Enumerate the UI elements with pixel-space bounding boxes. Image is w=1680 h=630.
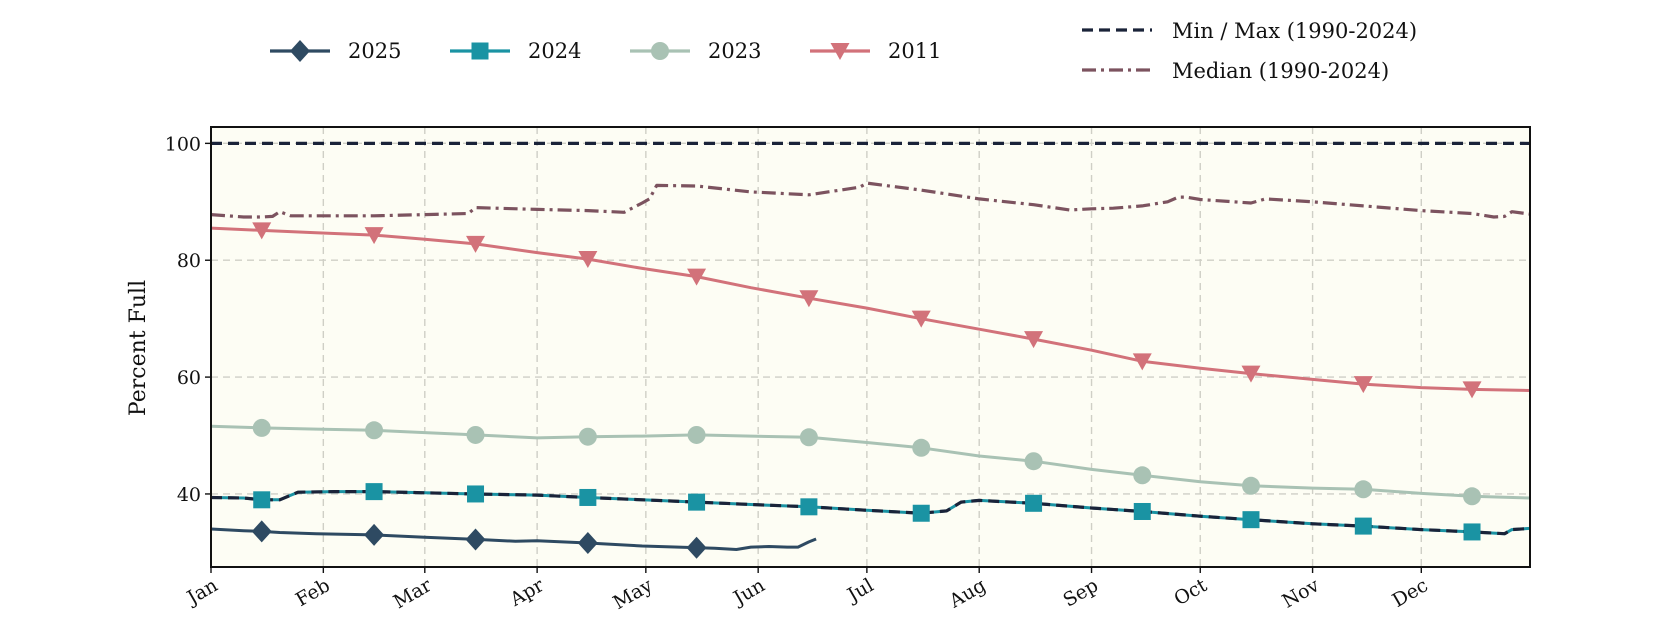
- x-tick-label: Jul: [842, 574, 877, 607]
- data-point-2024: [579, 488, 597, 506]
- legend-item-median: Median (1990-2024): [1082, 59, 1389, 83]
- legend-marker-2011: [830, 43, 850, 60]
- data-point-2011: [252, 222, 272, 240]
- data-point-2011: [911, 310, 931, 328]
- data-point-2023: [1354, 480, 1373, 499]
- y-tick-label: 100: [165, 133, 201, 155]
- y-tick-label: 60: [177, 367, 201, 389]
- y-tick-label: 40: [177, 484, 201, 506]
- legend-label-2025: 2025: [348, 39, 401, 63]
- x-tick-label: Nov: [1278, 574, 1323, 613]
- data-point-2023: [1133, 466, 1152, 485]
- legend-marker-2025: [290, 40, 310, 62]
- data-point-2023: [1241, 476, 1260, 495]
- x-tick-label: Apr: [505, 574, 548, 611]
- x-tick-label: Jan: [182, 574, 222, 610]
- legend-label-min-max: Min / Max (1990-2024): [1172, 19, 1417, 43]
- marker-layer: [251, 222, 1482, 559]
- data-point-2023: [252, 418, 271, 437]
- legend-label-2011: 2011: [888, 39, 941, 63]
- data-point-2023: [578, 427, 597, 446]
- data-point-2011: [1353, 376, 1373, 394]
- data-point-2024: [365, 483, 383, 501]
- gridlines: [210, 127, 1530, 567]
- series-line-median-1990-2024: [210, 181, 1531, 219]
- x-tick-label: Feb: [292, 574, 334, 611]
- data-point-2024: [1242, 511, 1260, 529]
- y-axis: 40 60 80 100: [165, 133, 211, 506]
- data-point-2011: [1024, 331, 1044, 349]
- data-point-2011: [1462, 381, 1482, 399]
- data-point-2011: [687, 268, 707, 286]
- legend-marker-2024: [471, 42, 489, 60]
- data-point-2025: [686, 536, 707, 559]
- data-point-2011: [364, 227, 384, 245]
- x-tick-label: Dec: [1389, 574, 1432, 612]
- data-point-2024: [1133, 502, 1151, 520]
- data-point-2025: [465, 528, 486, 551]
- x-tick-label: May: [609, 574, 656, 614]
- legend-label-median: Median (1990-2024): [1172, 59, 1389, 83]
- data-point-2023: [912, 438, 931, 457]
- data-point-2011: [799, 290, 819, 308]
- x-tick-label: Sep: [1059, 574, 1102, 611]
- data-point-2011: [1241, 365, 1261, 383]
- y-axis-label: Percent Full: [126, 280, 151, 416]
- series-line-2023: [210, 424, 1531, 500]
- x-axis: Jan Feb Mar Apr May Jun Jul Aug Sep Oct Nov Dec: [182, 567, 1432, 614]
- data-point-2023: [365, 421, 384, 440]
- data-point-2024: [467, 485, 485, 503]
- x-tick-label: Jun: [728, 574, 769, 610]
- data-point-2025: [577, 532, 598, 555]
- legend-item-2023: 2023: [630, 39, 761, 63]
- data-point-2011: [1132, 353, 1152, 371]
- data-point-2024: [1354, 517, 1372, 535]
- legend-label-2024: 2024: [528, 39, 581, 63]
- series-line-2011: [210, 226, 1531, 392]
- x-tick-label: Aug: [945, 574, 990, 613]
- y-tick-label: 80: [177, 250, 201, 272]
- data-point-2025: [364, 523, 385, 546]
- data-point-2025: [251, 520, 272, 543]
- data-point-2023: [799, 428, 818, 447]
- data-point-2024: [800, 498, 818, 516]
- data-point-2023: [687, 425, 706, 444]
- legend-item-2024: 2024: [450, 39, 581, 63]
- data-point-2024: [253, 491, 271, 509]
- plot-area: [211, 127, 1530, 567]
- data-point-2023: [1024, 452, 1043, 471]
- legend-item-2025: 2025: [270, 39, 401, 63]
- data-point-2024: [1025, 494, 1043, 512]
- data-point-2024: [912, 504, 930, 522]
- data-point-2023: [466, 425, 485, 444]
- legend-item-min-max: Min / Max (1990-2024): [1082, 19, 1417, 43]
- x-tick-label: Oct: [1170, 574, 1211, 610]
- data-point-2024: [688, 493, 706, 511]
- legend-label-2023: 2023: [708, 39, 761, 63]
- legend-marker-2023: [651, 42, 669, 60]
- data-point-2011: [578, 251, 598, 269]
- legend: 2025 2024 2023 2011 Min / Max (1990-2024…: [270, 19, 1417, 83]
- data-point-2024: [1463, 523, 1481, 541]
- data-point-2011: [466, 235, 486, 253]
- x-tick-label: Mar: [390, 574, 436, 613]
- data-point-2023: [1463, 487, 1482, 506]
- plot-frame: [210, 126, 1531, 568]
- legend-item-2011: 2011: [810, 39, 941, 63]
